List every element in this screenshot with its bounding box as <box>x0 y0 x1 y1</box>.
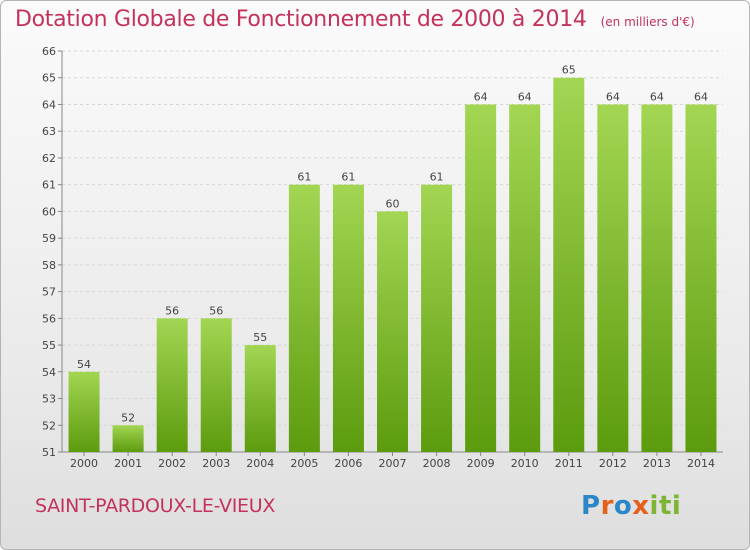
data-label-2003: 56 <box>209 304 223 317</box>
bar-2008 <box>421 184 453 452</box>
y-tick-label: 62 <box>42 152 56 165</box>
data-label-2007: 60 <box>386 197 400 210</box>
data-label-2013: 64 <box>650 90 664 103</box>
y-tick-label: 60 <box>42 205 56 218</box>
x-tick-label-2014: 2014 <box>687 457 715 470</box>
bar-2005 <box>288 184 320 452</box>
y-tick-label: 58 <box>42 259 56 272</box>
x-tick-label-2009: 2009 <box>467 457 495 470</box>
bar-2014 <box>685 104 717 452</box>
commune-name: SAINT-PARDOUX-LE-VIEUX <box>35 495 276 517</box>
y-tick-label: 61 <box>42 179 56 192</box>
y-tick-labels: 51 52 53 54 55 56 57 58 59 60 61 62 63 64 65 66 <box>42 45 62 459</box>
y-tick-label: 54 <box>42 366 56 379</box>
data-label-2012: 64 <box>606 90 620 103</box>
y-tick-label: 64 <box>42 98 56 111</box>
x-tick-label-2007: 2007 <box>379 457 407 470</box>
data-label-2000: 54 <box>77 358 91 371</box>
x-tick-label-2011: 2011 <box>555 457 583 470</box>
y-tick-label: 65 <box>42 72 56 85</box>
y-tick-label: 57 <box>42 286 56 299</box>
data-label-2010: 64 <box>518 90 532 103</box>
y-tick-label: 59 <box>42 232 56 245</box>
bar-2013 <box>641 104 673 452</box>
data-label-2004: 55 <box>253 331 267 344</box>
bar-2000 <box>68 371 100 452</box>
x-tick-label-2010: 2010 <box>511 457 539 470</box>
bars <box>68 77 717 452</box>
data-label-2001: 52 <box>121 411 135 424</box>
x-tick-label-2008: 2008 <box>423 457 451 470</box>
y-tick-label: 53 <box>42 393 56 406</box>
y-tick-label: 56 <box>42 312 56 325</box>
data-label-2008: 61 <box>430 171 444 184</box>
y-tick-label: 52 <box>42 419 56 432</box>
x-tick-labels: 2000 2001 2002 2003 2004 2005 2006 2007 2008 2009… <box>70 452 715 470</box>
bar-2011 <box>553 77 585 452</box>
bar-2007 <box>377 211 408 452</box>
x-tick-label-2005: 2005 <box>290 457 318 470</box>
x-tick-label-2001: 2001 <box>114 457 142 470</box>
bar-2004 <box>244 345 276 452</box>
x-tick-label-2006: 2006 <box>334 457 362 470</box>
data-label-2005: 61 <box>297 171 311 184</box>
data-label-2006: 61 <box>341 171 355 184</box>
y-tick-label: 55 <box>42 339 56 352</box>
chart-unit-label: (en milliers d'€) <box>600 15 695 29</box>
x-tick-label-2013: 2013 <box>643 457 671 470</box>
data-label-2011: 65 <box>562 64 576 77</box>
data-label-2009: 64 <box>474 90 488 103</box>
bar-2003 <box>200 318 232 452</box>
chart-title-text: Dotation Globale de Fonctionnement de 20… <box>15 7 587 32</box>
bar-2009 <box>465 104 497 452</box>
bar-2012 <box>597 104 629 452</box>
x-tick-label-2003: 2003 <box>202 457 230 470</box>
data-label-2002: 56 <box>165 304 179 317</box>
bar-2002 <box>156 318 188 452</box>
x-tick-label-2000: 2000 <box>70 457 98 470</box>
x-tick-label-2002: 2002 <box>158 457 186 470</box>
proxiti-logo[interactable]: Proxiti <box>581 491 682 521</box>
x-tick-label-2012: 2012 <box>599 457 627 470</box>
data-label-2014: 64 <box>694 90 708 103</box>
bar-2001 <box>112 425 144 452</box>
y-tick-label: 66 <box>42 45 56 58</box>
data-labels: 54 52 56 56 55 61 61 60 61 64 64 65 64 64 64 <box>77 64 708 425</box>
y-tick-label: 51 <box>42 446 56 459</box>
x-tick-label-2004: 2004 <box>246 457 274 470</box>
y-tick-label: 63 <box>42 125 56 138</box>
chart-title: Dotation Globale de Fonctionnement de 20… <box>15 7 695 32</box>
bar-2006 <box>332 184 364 452</box>
bar-2010 <box>509 104 541 452</box>
